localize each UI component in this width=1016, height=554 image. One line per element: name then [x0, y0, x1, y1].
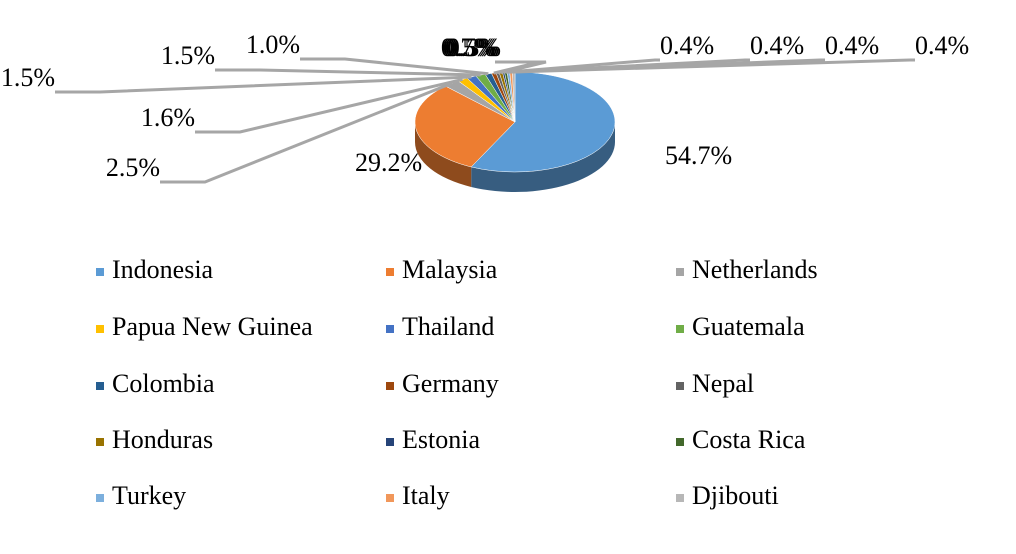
- legend-swatch: [386, 438, 394, 446]
- leader-line: [505, 58, 660, 74]
- slice: [414, 85, 516, 168]
- data-label: 0.5%: [445, 33, 499, 62]
- legend-label: Honduras: [112, 425, 213, 454]
- data-label: 54.7%: [665, 141, 732, 170]
- legend-label: Costa Rica: [692, 425, 806, 454]
- legend-label: Estonia: [402, 425, 480, 454]
- legend-label: Turkey: [112, 481, 186, 510]
- slice-side: [415, 122, 472, 187]
- leader-line: [160, 81, 453, 184]
- legend-label: Malaysia: [402, 255, 498, 284]
- data-label: 0.4%: [915, 31, 969, 60]
- pie-sides: [415, 122, 615, 192]
- legend-swatch: [96, 382, 104, 390]
- slice-side: [471, 122, 615, 192]
- data-label: 0.3%: [447, 33, 501, 62]
- data-label: 0.5%: [443, 33, 497, 62]
- legend-label: Indonesia: [112, 255, 214, 284]
- data-label: 1.0%: [246, 30, 300, 59]
- leader-line: [513, 58, 915, 74]
- legend-swatch: [676, 325, 684, 333]
- legend-swatch: [96, 268, 104, 276]
- data-label: 1.5%: [1, 63, 55, 92]
- legend-swatch: [676, 494, 684, 502]
- legend-swatch: [386, 494, 394, 502]
- legend-label: Italy: [402, 481, 450, 510]
- legend-label: Netherlands: [692, 255, 818, 284]
- leader-line: [215, 68, 481, 77]
- legend-label: Djibouti: [692, 481, 779, 510]
- data-label: 1.6%: [141, 103, 195, 132]
- legend-swatch: [676, 268, 684, 276]
- legend-swatch: [676, 438, 684, 446]
- legend-label: Guatemala: [692, 312, 805, 341]
- legend-label: Colombia: [112, 369, 215, 398]
- data-label: 0.4%: [825, 31, 879, 60]
- legend-swatch: [676, 382, 684, 390]
- legend-swatch: [96, 325, 104, 333]
- leader-line: [300, 57, 489, 76]
- slice: [470, 71, 616, 173]
- leader-line: [501, 60, 547, 74]
- legend-label: Germany: [402, 369, 499, 398]
- legend-swatch: [386, 325, 394, 333]
- legend-label: Thailand: [402, 312, 494, 341]
- data-label: 1.5%: [161, 41, 215, 70]
- leader-line: [195, 77, 463, 134]
- legend-swatch: [386, 268, 394, 276]
- data-label: 0.7%: [441, 33, 495, 62]
- legend-swatch: [96, 438, 104, 446]
- data-label: 29.2%: [355, 148, 422, 177]
- leader-line: [55, 75, 472, 94]
- legend-label: Nepal: [692, 369, 754, 398]
- data-label: 2.5%: [106, 153, 160, 182]
- legend-swatch: [386, 382, 394, 390]
- data-label: 0.4%: [750, 31, 804, 60]
- data-label: 0.4%: [660, 31, 714, 60]
- legend-swatch: [96, 494, 104, 502]
- leader-lines: [55, 57, 915, 184]
- legend-label: Papua New Guinea: [112, 312, 313, 341]
